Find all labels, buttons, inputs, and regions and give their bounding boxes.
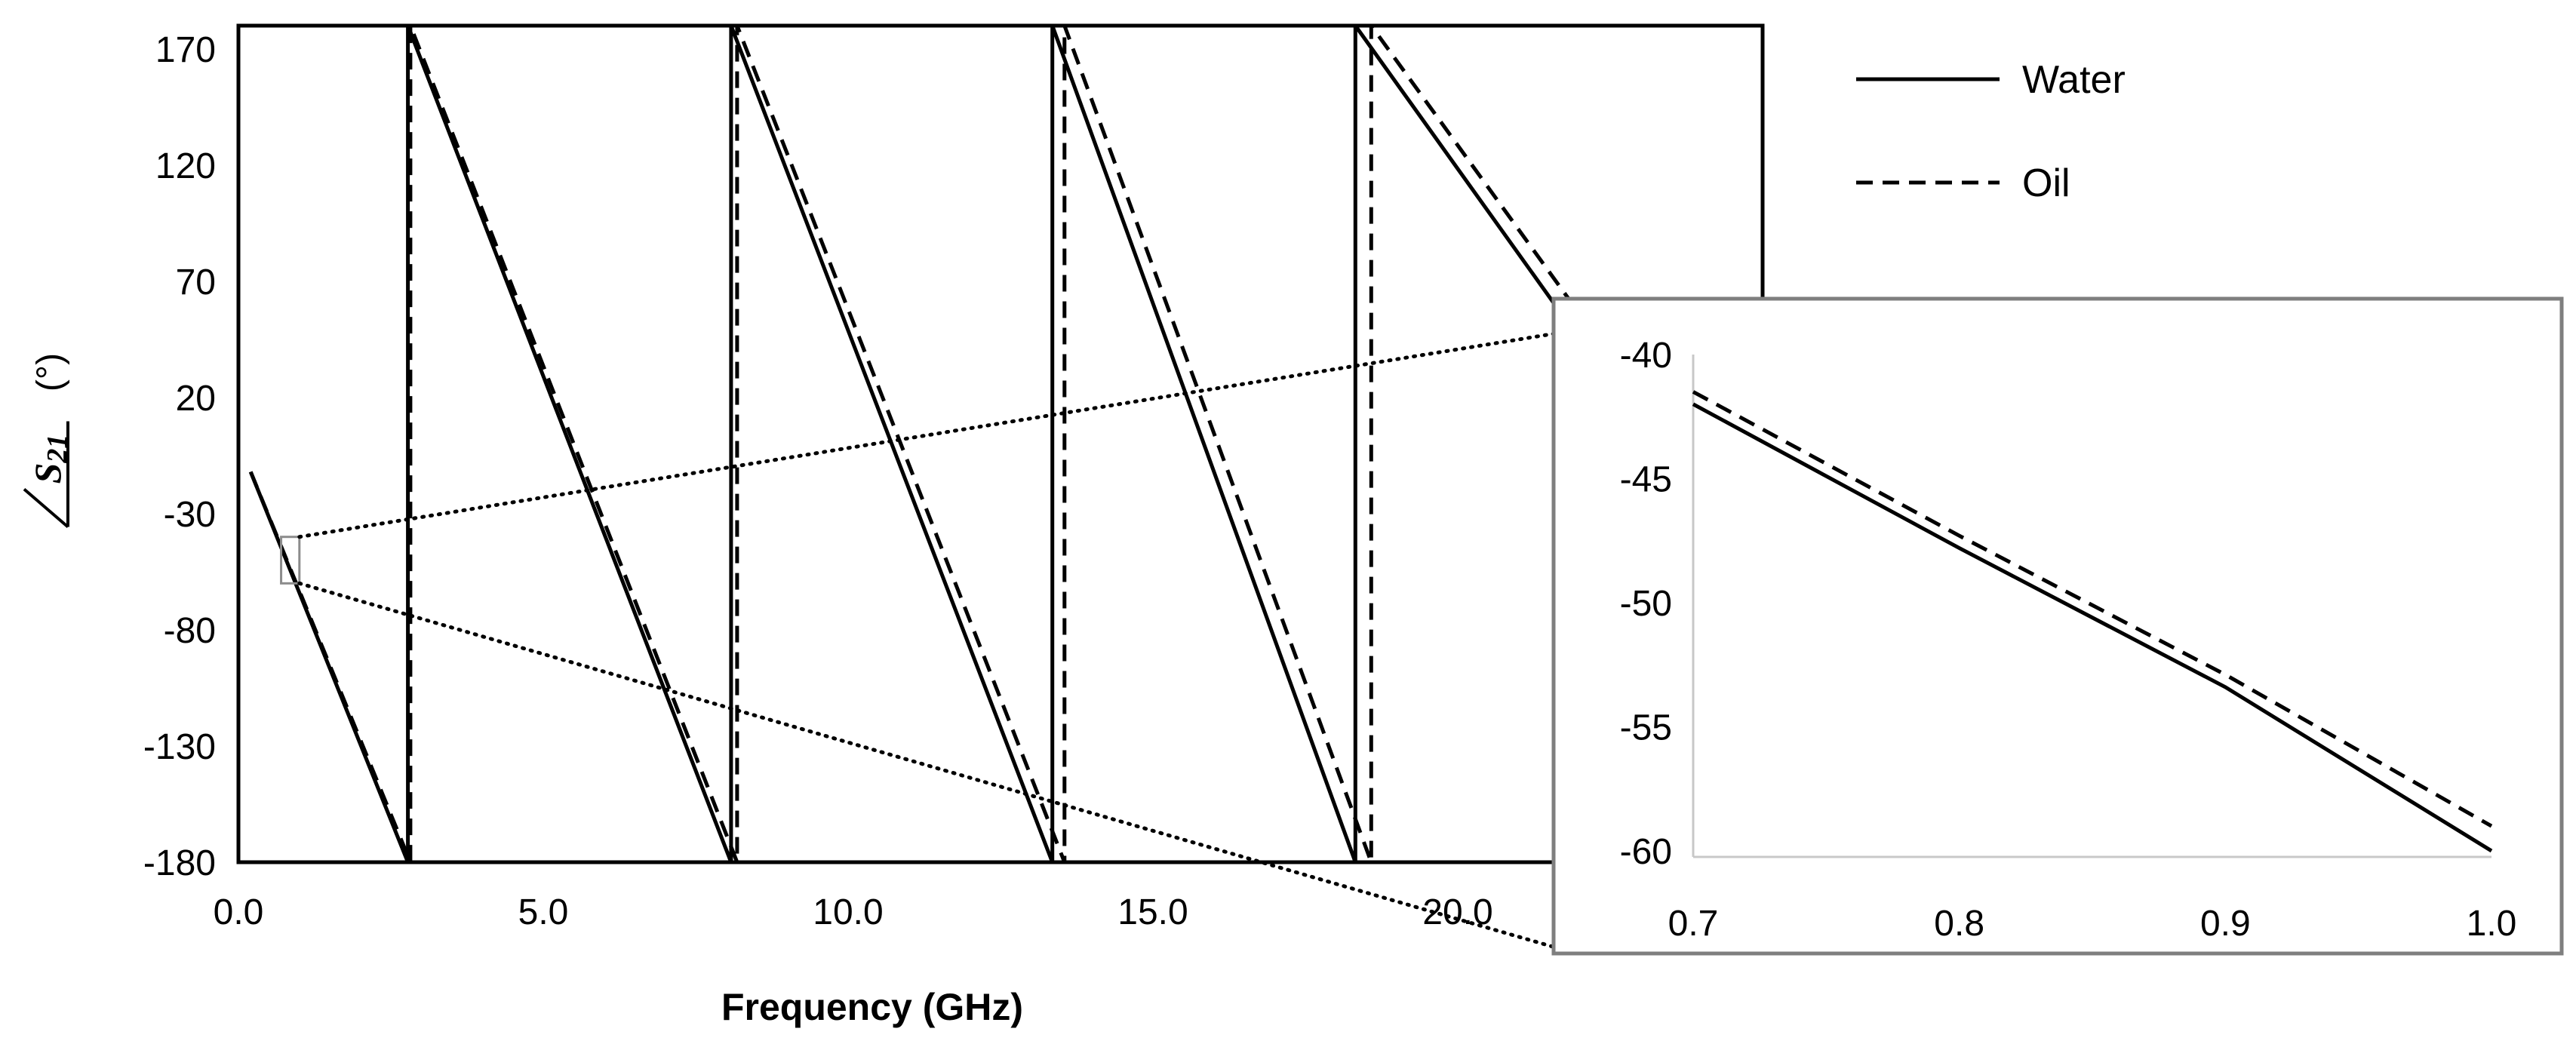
x-tick-label: 15.0 (1117, 892, 1188, 932)
y-tick-label: 120 (155, 146, 216, 186)
angle-symbol-icon (23, 421, 69, 529)
x-tick-label: 0.0 (214, 892, 264, 932)
inset-series-line-water (1692, 402, 2493, 853)
legend-label-water: Water (2022, 58, 2126, 102)
main-series-group (248, 26, 1600, 862)
zoom-connector-lines (297, 327, 1586, 956)
zoom-connector-bottom (297, 581, 1578, 956)
series-line-oil (248, 26, 1600, 862)
inset-y-tick-label: -40 (1620, 336, 1672, 376)
y-tick-label: 70 (176, 263, 216, 302)
zoom-connector-top (297, 327, 1586, 539)
y-axis-label-text: S21 (26, 434, 73, 484)
y-tick-label: -80 (164, 611, 216, 651)
inset-series-line-oil (1692, 390, 2493, 828)
inset-y-tick-label: -45 (1620, 460, 1672, 500)
inset-x-tick-label: 0.8 (1934, 904, 1984, 944)
inset-y-tick-label: -60 (1620, 832, 1672, 872)
series-line-water (248, 26, 1582, 862)
x-tick-label: 5.0 (518, 892, 569, 932)
y-tick-label: 170 (155, 30, 216, 70)
zoom-region-box (280, 536, 301, 585)
inset-x-tick-label: 0.9 (2200, 904, 2251, 944)
legend: Water Oil (1856, 58, 2126, 205)
x-tick-label: 10.0 (813, 892, 883, 932)
inset-y-tick-label: -50 (1620, 584, 1672, 624)
y-axis-label-sub: 21 (41, 434, 73, 464)
y-tick-label: 20 (176, 379, 216, 419)
y-tick-label: -180 (143, 843, 216, 883)
inset-y-tick-label: -55 (1620, 708, 1672, 748)
inset-x-tick-label: 0.7 (1668, 904, 1719, 944)
y-axis-label-main: S (26, 463, 69, 484)
y-axis-label: S21 (°) (23, 353, 73, 529)
y-tick-label: -130 (143, 727, 216, 767)
x-axis-label: Frequency (GHz) (721, 986, 1023, 1028)
inset-zoom-chart: -40 -45 -50 -55 -60 0.7 0.8 0.9 1.0 (1551, 296, 2564, 956)
y-axis-label-unit: (°) (30, 353, 70, 392)
legend-label-oil: Oil (2022, 161, 2070, 205)
plot-area-frame (236, 23, 1765, 864)
y-tick-label: -30 (164, 495, 216, 535)
inset-x-tick-label: 1.0 (2467, 904, 2517, 944)
